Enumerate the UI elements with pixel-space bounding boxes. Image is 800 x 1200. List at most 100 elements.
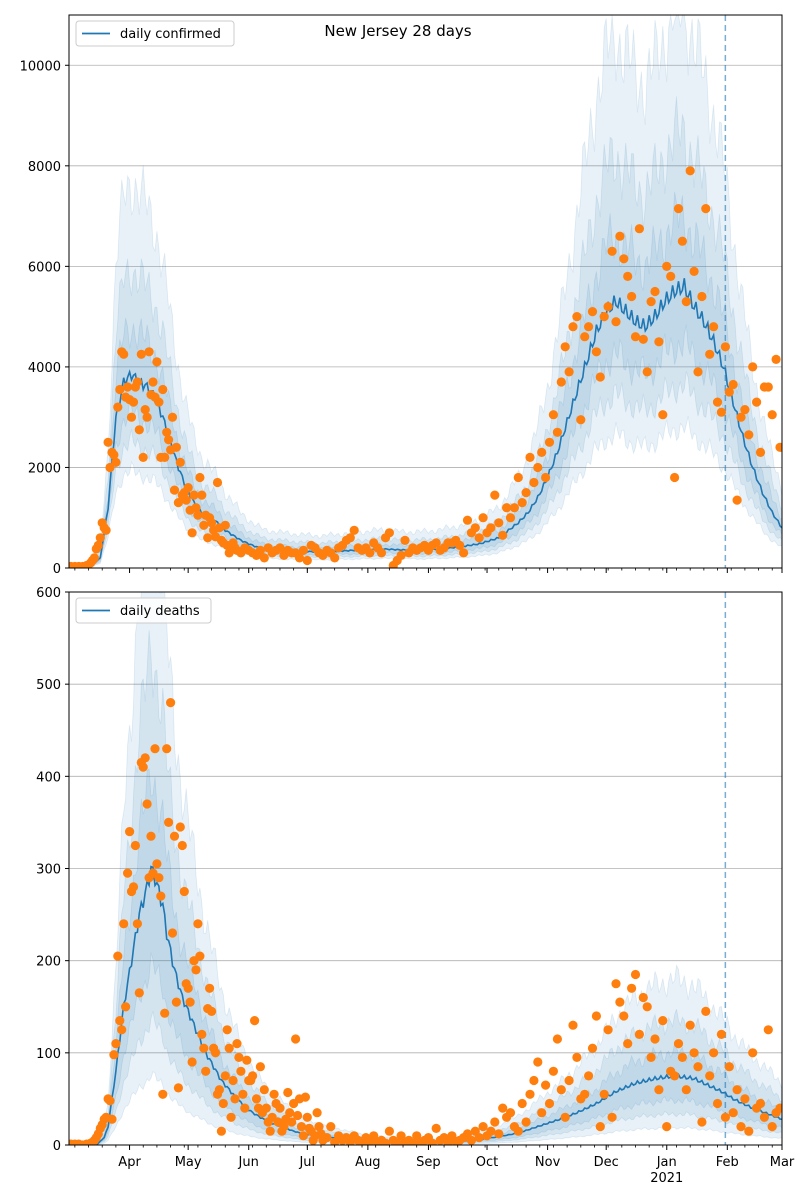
data-point <box>234 1052 244 1062</box>
data-point <box>175 457 185 467</box>
data-point <box>603 1025 613 1035</box>
data-point <box>525 1089 535 1099</box>
data-point <box>236 1066 246 1076</box>
data-point <box>287 1117 297 1127</box>
data-point <box>736 412 746 422</box>
data-point <box>521 488 531 498</box>
data-point <box>183 983 193 993</box>
data-point <box>101 525 111 535</box>
data-point <box>548 410 559 420</box>
data-point <box>251 1094 262 1104</box>
data-point <box>689 1048 699 1058</box>
data-point <box>189 490 199 500</box>
data-point <box>544 1098 555 1109</box>
data-point <box>103 437 113 447</box>
data-point <box>724 1062 734 1072</box>
data-point <box>119 919 129 929</box>
data-point <box>380 1138 391 1145</box>
data-point <box>431 538 441 548</box>
data-point <box>709 322 719 332</box>
data-point <box>132 919 142 929</box>
data-point <box>673 1039 684 1049</box>
y-tick-label: 600 <box>36 586 61 601</box>
data-point <box>693 367 703 377</box>
data-point <box>384 1126 394 1136</box>
x-tick-label: Oct <box>476 1155 498 1170</box>
data-point <box>544 437 555 447</box>
data-point <box>265 1126 275 1136</box>
y-tick-label: 200 <box>36 955 61 970</box>
data-point <box>654 337 664 347</box>
data-point <box>113 402 123 412</box>
data-point <box>140 753 150 763</box>
data-point <box>662 1122 672 1132</box>
data-point <box>474 1133 484 1143</box>
data-point <box>728 379 738 390</box>
data-point <box>121 1002 131 1012</box>
legend: daily confirmed <box>75 20 235 47</box>
legend-box <box>75 20 235 47</box>
data-point <box>222 1025 232 1035</box>
data-point <box>623 1039 633 1049</box>
data-point <box>670 472 680 483</box>
data-point <box>134 988 144 998</box>
data-point <box>623 271 633 281</box>
data-point <box>642 367 652 377</box>
data-point <box>580 332 590 342</box>
data-point <box>162 744 172 754</box>
data-point <box>259 1085 269 1095</box>
data-point <box>195 951 205 961</box>
x-tick-label: Jul <box>298 1155 315 1170</box>
data-point <box>169 485 180 495</box>
data-point <box>296 1122 307 1132</box>
x-tick-label: May <box>175 1155 202 1170</box>
data-point <box>681 1085 691 1095</box>
chart-title: New Jersey 28 days <box>324 22 471 40</box>
data-point <box>533 1057 543 1067</box>
data-point <box>160 452 170 462</box>
data-point <box>693 1062 703 1072</box>
data-point <box>314 1122 324 1132</box>
data-point <box>283 1087 293 1098</box>
data-point <box>119 349 129 359</box>
data-point <box>212 477 223 488</box>
data-point <box>408 1138 418 1145</box>
data-point <box>193 919 203 929</box>
data-point <box>345 533 355 543</box>
data-point <box>548 1066 559 1076</box>
data-point <box>95 533 105 543</box>
data-point <box>187 1057 197 1067</box>
data-point <box>248 1071 258 1081</box>
data-point <box>775 1103 782 1113</box>
data-point <box>498 530 508 540</box>
data-point <box>466 1135 476 1145</box>
data-point <box>160 1008 170 1018</box>
data-point <box>396 550 406 561</box>
data-point <box>128 397 139 407</box>
data-point <box>255 545 265 556</box>
data-point <box>218 1098 228 1109</box>
data-point <box>595 1122 605 1132</box>
data-point <box>556 1085 566 1095</box>
data-point <box>712 1098 723 1109</box>
data-point <box>662 261 672 271</box>
data-point <box>109 1050 119 1060</box>
data-point <box>136 349 146 359</box>
data-point <box>611 317 621 327</box>
data-point <box>259 553 269 563</box>
legend: daily deaths <box>75 597 212 624</box>
observed-points <box>69 166 782 568</box>
data-point <box>298 545 308 556</box>
data-point <box>115 384 125 395</box>
data-point <box>740 405 750 415</box>
data-point <box>677 1052 688 1062</box>
data-point <box>619 254 629 264</box>
data-point <box>302 1112 312 1122</box>
x-tick-label: Mar <box>770 1155 795 1170</box>
data-point <box>642 1002 652 1012</box>
x-axis <box>74 568 783 573</box>
data-point <box>365 548 375 558</box>
data-point <box>517 498 527 508</box>
data-point <box>123 868 133 878</box>
